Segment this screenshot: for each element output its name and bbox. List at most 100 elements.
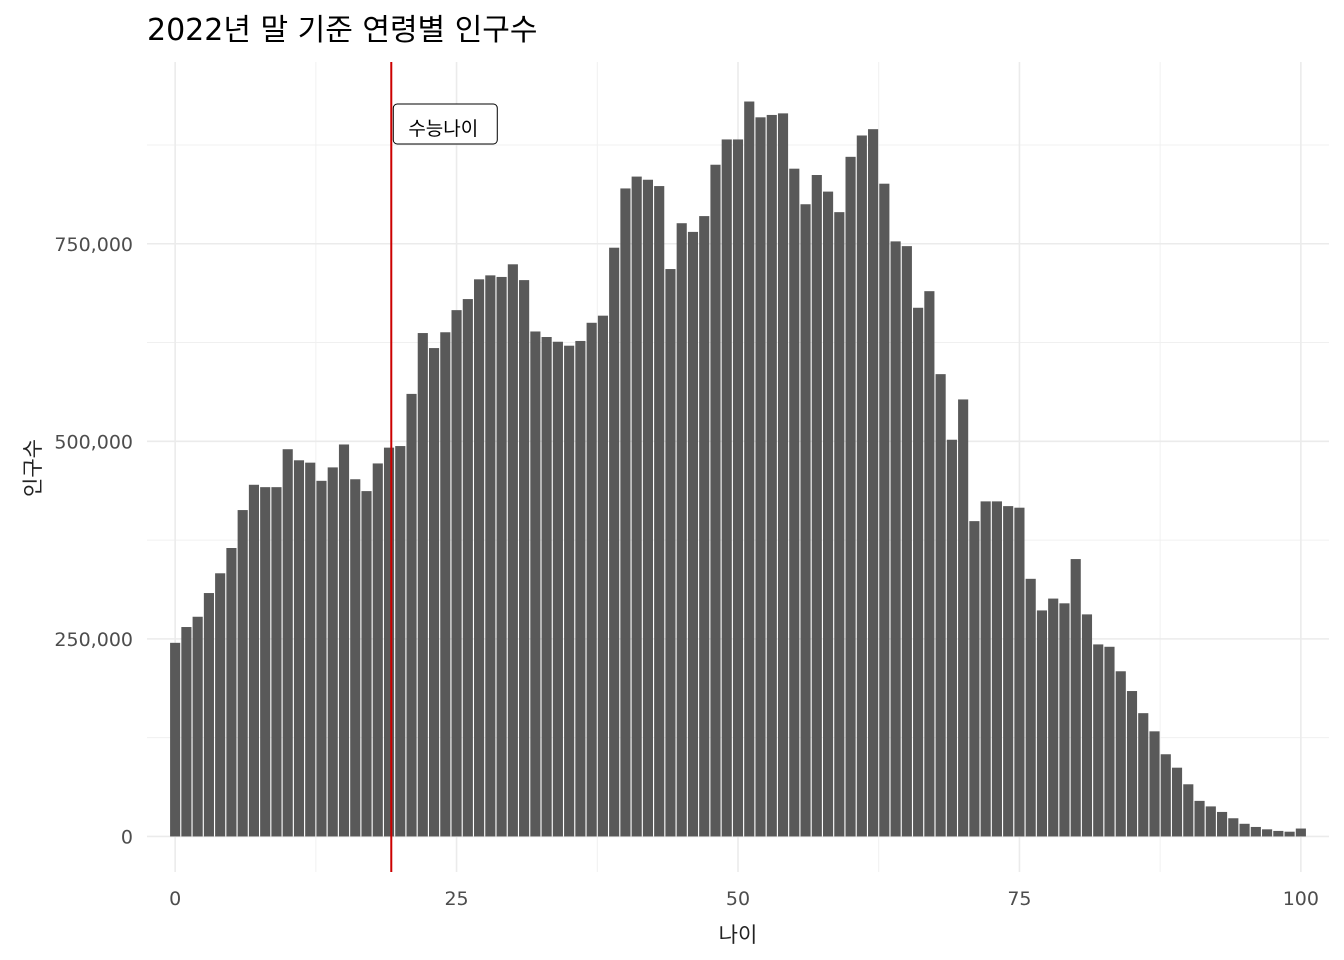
x-tick-label: 0 (169, 888, 181, 910)
bar (383, 447, 395, 837)
annotation-box (392, 103, 498, 145)
bar (991, 501, 1002, 837)
y-tick-label: 500,000 (54, 431, 133, 453)
bar (822, 191, 834, 837)
bar (271, 487, 282, 837)
bar (631, 176, 642, 837)
x-axis-title: 나이 (719, 923, 758, 947)
chart-title: 2022년 말 기준 연령별 인구수 (147, 13, 538, 48)
bar (496, 276, 507, 837)
bar (485, 275, 496, 837)
bar (1250, 826, 1261, 837)
bar (834, 212, 845, 837)
bar (811, 175, 822, 837)
bar (766, 114, 777, 837)
bar (901, 246, 912, 837)
bar (305, 462, 316, 837)
bar (980, 501, 991, 837)
bar (1093, 644, 1104, 837)
bar (170, 642, 181, 837)
bar (327, 467, 338, 837)
bar (530, 331, 541, 837)
bar (282, 449, 293, 837)
bar (1081, 614, 1093, 837)
bar (372, 463, 383, 837)
bar (642, 179, 654, 837)
x-tick-label: 25 (444, 888, 468, 910)
bar (350, 479, 361, 837)
bar (507, 264, 518, 837)
bar (1070, 559, 1081, 837)
bar (395, 446, 406, 837)
annotation-label: 수능나이 (408, 118, 478, 140)
bar (1262, 829, 1273, 837)
bar (609, 247, 620, 837)
bar (699, 216, 710, 837)
bar (665, 269, 676, 837)
bar (969, 521, 980, 837)
bar (777, 113, 789, 837)
y-tick-label: 750,000 (54, 234, 133, 256)
bar (946, 439, 957, 837)
bar (519, 280, 530, 837)
bar (428, 348, 440, 837)
bar (575, 340, 586, 837)
bar (552, 341, 563, 837)
bar (440, 332, 451, 837)
bar (800, 204, 811, 837)
bar-series (170, 101, 1306, 837)
bar (1216, 811, 1228, 837)
bar (597, 315, 608, 837)
x-tick-label: 100 (1283, 888, 1319, 910)
bar (868, 129, 879, 837)
bar (789, 168, 800, 837)
bar (215, 573, 226, 837)
bar (845, 156, 856, 837)
bar (1059, 603, 1070, 837)
bar (1138, 713, 1149, 837)
bar (1025, 578, 1036, 837)
bar (1149, 731, 1160, 837)
bar (1036, 610, 1048, 837)
bar (654, 186, 665, 837)
bar (260, 487, 271, 837)
bar (744, 101, 755, 837)
bar (935, 374, 946, 837)
bar (1183, 784, 1194, 837)
bar (924, 291, 935, 837)
bar (1295, 828, 1306, 837)
y-tick-label: 250,000 (54, 629, 133, 651)
bar (1115, 671, 1126, 837)
bar (586, 322, 597, 837)
bar (1205, 806, 1216, 837)
bar (203, 593, 214, 837)
bar (732, 139, 744, 837)
bar (1284, 831, 1295, 837)
x-axis-tick-labels: 0 25 50 75 100 (169, 888, 1319, 910)
bar (676, 223, 687, 837)
bar (1014, 507, 1025, 837)
bar (293, 460, 305, 837)
y-axis-title: 인구수 (21, 439, 45, 497)
bar (1228, 818, 1239, 837)
y-tick-label: 0 (121, 826, 133, 848)
bar (462, 299, 473, 837)
bar (1171, 767, 1183, 837)
bar (890, 241, 901, 837)
bar (417, 333, 428, 837)
bar (913, 307, 924, 837)
y-axis-tick-labels: 0 250,000 500,000 750,000 (54, 234, 133, 849)
bar (541, 337, 552, 837)
bar (316, 480, 327, 837)
bar (406, 393, 417, 837)
bar (755, 117, 766, 837)
bar (721, 139, 732, 837)
bar (1126, 691, 1138, 837)
bar (338, 444, 350, 837)
bar (958, 399, 969, 837)
bar (181, 627, 192, 837)
bar (474, 279, 485, 837)
x-tick-label: 75 (1007, 888, 1031, 910)
bar (1003, 506, 1014, 837)
